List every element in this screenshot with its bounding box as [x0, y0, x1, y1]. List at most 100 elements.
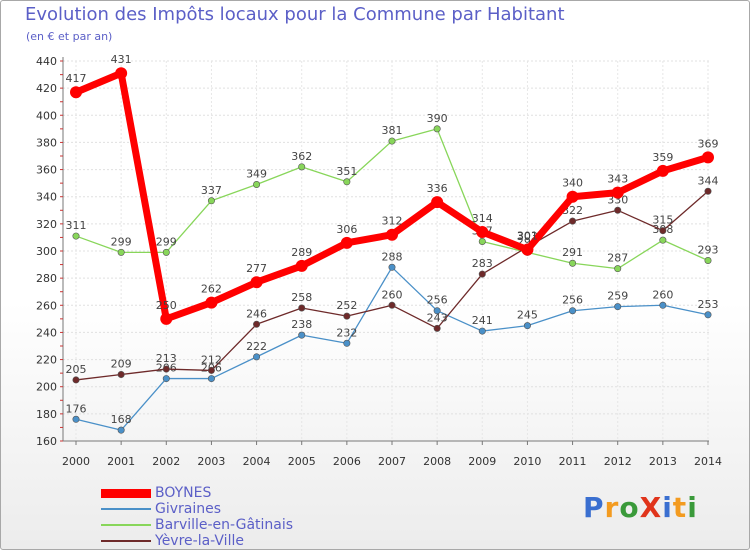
data-point-givraines [659, 301, 667, 309]
data-point-barville [659, 236, 667, 244]
data-point-yevre [162, 365, 170, 373]
x-tick-label: 2013 [649, 455, 677, 468]
data-point-givraines [388, 263, 396, 271]
data-label-boynes: 289 [291, 246, 312, 259]
data-point-yevre [72, 376, 80, 384]
data-point-boynes [656, 164, 669, 177]
data-point-barville [117, 248, 125, 256]
y-tick-label: 260 [36, 299, 57, 312]
data-point-barville [207, 197, 215, 205]
y-tick-label: 320 [36, 218, 57, 231]
x-tick-label: 2011 [559, 455, 587, 468]
data-point-givraines [207, 375, 215, 383]
data-point-yevre [433, 324, 441, 332]
x-tick-label: 2010 [513, 455, 541, 468]
x-tick-label: 2002 [152, 455, 180, 468]
data-label-givraines: 256 [427, 294, 448, 307]
data-point-boynes [205, 296, 218, 309]
data-label-boynes: 312 [382, 215, 403, 228]
logo-letter: r [604, 491, 620, 524]
legend: BOYNES Givraines Barville-en-Gâtinais Yèvre… [101, 485, 293, 549]
data-label-barville: 390 [427, 112, 448, 125]
x-tick-label: 2000 [62, 455, 90, 468]
data-label-givraines: 241 [472, 314, 493, 327]
data-label-yevre: 344 [698, 174, 719, 187]
data-label-boynes: 262 [201, 283, 222, 296]
legend-swatch-givraines [101, 508, 151, 510]
logo-letter: i [662, 491, 673, 524]
data-label-barville: 299 [156, 235, 177, 248]
legend-swatch-yevre [101, 540, 151, 542]
data-point-givraines [433, 307, 441, 315]
data-point-yevre [659, 227, 667, 235]
logo-letter: o [619, 491, 640, 524]
data-label-boynes: 306 [336, 223, 357, 236]
data-point-barville [253, 181, 261, 189]
data-point-givraines [298, 331, 306, 339]
data-point-yevre [704, 187, 712, 195]
data-label-barville: 299 [111, 235, 132, 248]
data-label-yevre: 258 [291, 291, 312, 304]
data-point-givraines [704, 311, 712, 319]
data-label-boynes: 431 [111, 53, 132, 66]
data-point-givraines [478, 327, 486, 335]
data-label-givraines: 253 [698, 298, 719, 311]
x-tick-label: 2006 [333, 455, 361, 468]
y-tick-label: 340 [36, 191, 57, 204]
y-tick-label: 420 [36, 82, 57, 95]
data-point-yevre [207, 366, 215, 374]
data-point-barville [478, 238, 486, 246]
data-point-boynes [702, 151, 714, 164]
x-tick-label: 2003 [197, 455, 225, 468]
y-tick-label: 200 [36, 381, 57, 394]
data-point-boynes [115, 67, 128, 80]
data-point-barville [433, 125, 441, 133]
data-label-barville: 311 [66, 219, 87, 232]
x-tick-label: 2007 [378, 455, 406, 468]
data-label-givraines: 176 [66, 402, 87, 415]
x-tick-label: 2014 [694, 455, 722, 468]
data-label-boynes: 343 [607, 173, 628, 186]
legend-item-barville: Barville-en-Gâtinais [101, 517, 293, 533]
data-point-boynes [160, 312, 173, 325]
data-label-barville: 337 [201, 184, 222, 197]
data-label-yevre: 243 [427, 311, 448, 324]
series-boynes: 417 431 250 262 277 289 306 312 336 314 301 340 343 3… [66, 53, 719, 325]
logo-letter: t [672, 491, 688, 524]
x-tick-label: 2009 [468, 455, 496, 468]
y-tick-label: 400 [36, 109, 57, 122]
data-label-givraines: 288 [382, 250, 403, 263]
data-label-boynes: 250 [156, 299, 177, 312]
data-point-boynes [250, 276, 263, 289]
data-label-barville: 291 [562, 246, 583, 259]
legend-swatch-boynes [101, 488, 151, 498]
series-yevre: 205 209 213 2122462582522602432833033223303… [66, 174, 719, 384]
data-label-boynes: 277 [246, 262, 267, 275]
data-label-yevre: 283 [472, 257, 493, 270]
data-point-barville [343, 178, 351, 186]
data-point-barville [72, 232, 80, 240]
x-tick-label: 2012 [604, 455, 632, 468]
logo-letter: X [639, 491, 663, 524]
data-point-givraines [253, 353, 261, 361]
data-point-boynes [431, 196, 444, 209]
data-point-boynes [521, 243, 534, 256]
data-point-yevre [253, 320, 261, 328]
x-tick-label: 2005 [288, 455, 316, 468]
y-tick-label: 160 [36, 435, 57, 448]
data-point-barville [704, 256, 712, 264]
data-label-boynes: 369 [698, 137, 719, 150]
chart-subtitle: (en € et par an) [26, 30, 113, 43]
data-point-barville [298, 163, 306, 171]
legend-swatch-barville [101, 524, 151, 526]
y-tick-label: 280 [36, 272, 57, 285]
legend-item-boynes: BOYNES [101, 485, 293, 501]
data-point-yevre [478, 270, 486, 278]
logo-letter: P [583, 491, 605, 524]
data-point-boynes [611, 186, 624, 199]
legend-item-givraines: Givraines [101, 501, 293, 517]
data-point-yevre [343, 312, 351, 320]
data-label-yevre: 205 [66, 363, 87, 376]
data-label-yevre: 260 [382, 288, 403, 301]
data-label-yevre: 246 [246, 307, 267, 320]
